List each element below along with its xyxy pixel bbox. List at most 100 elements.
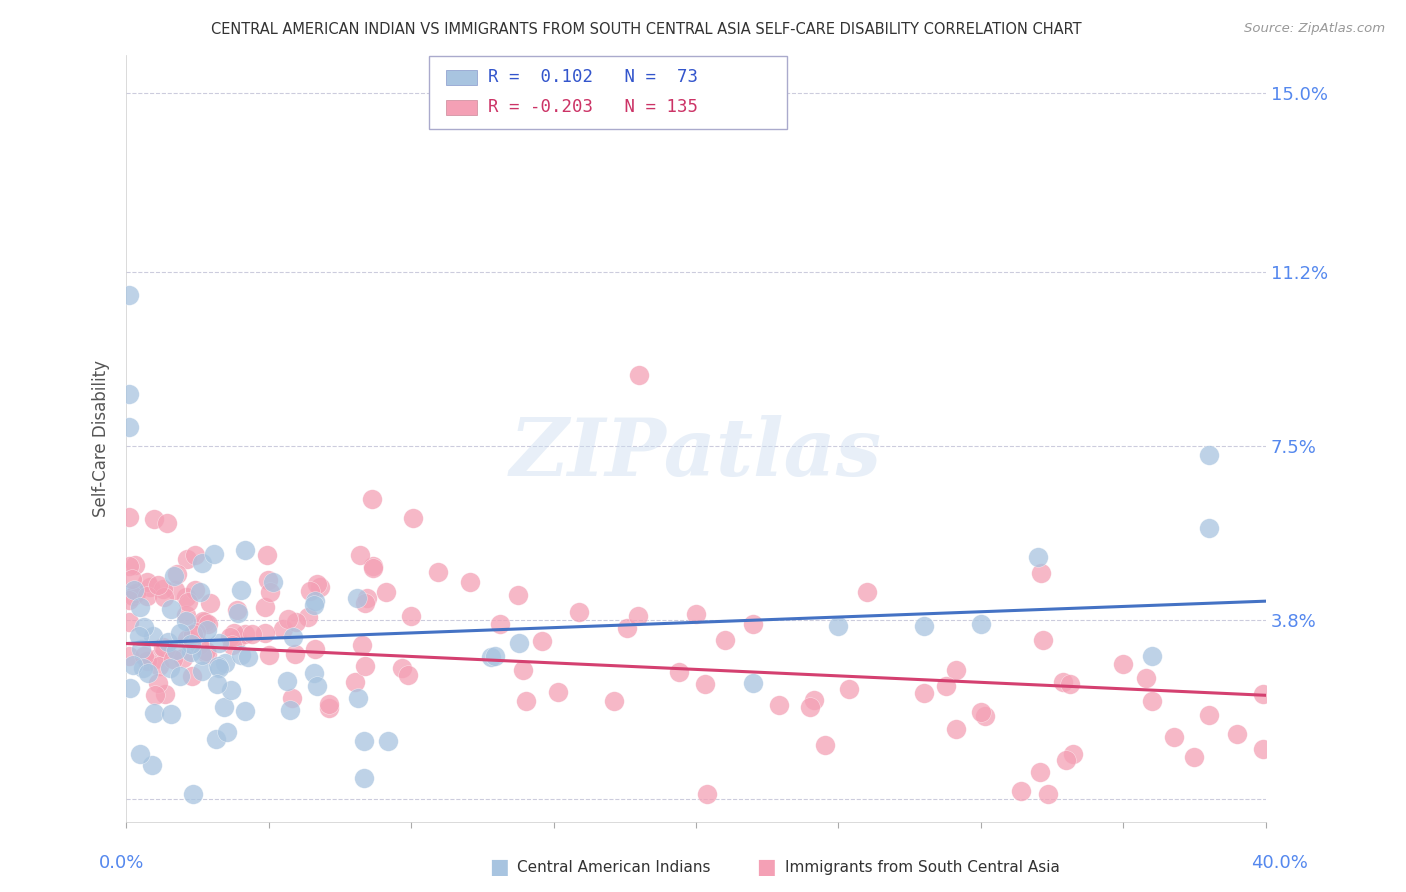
Point [148,658,170,673]
Point [1059,677,1081,691]
Point [838,681,860,696]
Point [148,577,170,591]
Point [120,681,142,695]
Text: 0.0%: 0.0% [98,855,143,872]
Point [768,698,790,712]
Point [226,632,249,646]
Point [350,639,373,653]
Point [685,607,707,622]
Point [160,602,183,616]
Point [344,675,367,690]
Point [118,288,141,302]
Point [191,556,214,570]
Point [799,700,821,714]
Point [970,705,993,719]
Point [1198,708,1220,723]
Point [226,607,249,621]
Point [118,593,141,607]
Point [1112,657,1135,672]
Point [208,661,231,675]
Point [1135,671,1157,685]
Point [284,615,307,629]
Text: R =  0.102   N =  73: R = 0.102 N = 73 [488,68,697,86]
Point [531,634,554,648]
Text: R = -0.203   N = 135: R = -0.203 N = 135 [488,98,697,116]
Point [603,693,626,707]
Point [236,649,259,664]
Point [1182,750,1205,764]
Point [1010,784,1032,798]
Text: Immigrants from South Central Asia: Immigrants from South Central Asia [785,860,1060,874]
Point [184,583,207,598]
Point [197,647,219,661]
Point [191,648,214,662]
Point [118,387,141,401]
Point [156,634,179,648]
Point [935,679,957,693]
Point [231,583,253,598]
Point [176,632,198,646]
Point [297,610,319,624]
Point [143,652,166,666]
Point [256,548,278,562]
Point [187,638,209,652]
Point [693,677,716,691]
Point [284,648,307,662]
Point [346,591,368,606]
Point [1140,694,1163,708]
Point [205,732,228,747]
Point [515,693,537,707]
Point [207,677,229,691]
Point [197,617,219,632]
Point [377,734,399,748]
Point [973,708,995,723]
Point [1062,747,1084,761]
Point [1026,549,1049,564]
Point [512,663,534,677]
Point [233,627,256,641]
Point [141,757,163,772]
Point [280,703,302,717]
Point [159,661,181,675]
Y-axis label: Self-Care Disability: Self-Care Disability [93,360,110,517]
Point [195,623,218,637]
Point [214,657,236,671]
Point [309,581,332,595]
Point [152,582,174,597]
Point [302,598,325,612]
Point [172,651,194,665]
Point [207,659,229,673]
Point [254,626,277,640]
Point [856,584,879,599]
Point [221,638,243,652]
Point [169,625,191,640]
Point [162,652,184,666]
Point [568,605,591,619]
Point [121,572,143,586]
Point [174,591,197,605]
Point [184,625,207,640]
Point [174,608,197,623]
Point [1226,727,1249,741]
Point [163,568,186,582]
Point [1251,687,1274,701]
Point [277,612,299,626]
Point [181,787,204,801]
Point [148,676,170,690]
Point [1054,753,1077,767]
Text: Central American Indians: Central American Indians [517,860,711,874]
Point [628,368,651,383]
Point [174,614,197,628]
Point [152,640,174,655]
Point [155,687,177,701]
Point [363,558,385,573]
Point [226,603,249,617]
Point [222,626,245,640]
Point [155,643,177,657]
Point [118,420,141,434]
Point [128,629,150,643]
Point [402,511,425,525]
Point [304,594,326,608]
Point [188,584,211,599]
Point [129,642,152,657]
